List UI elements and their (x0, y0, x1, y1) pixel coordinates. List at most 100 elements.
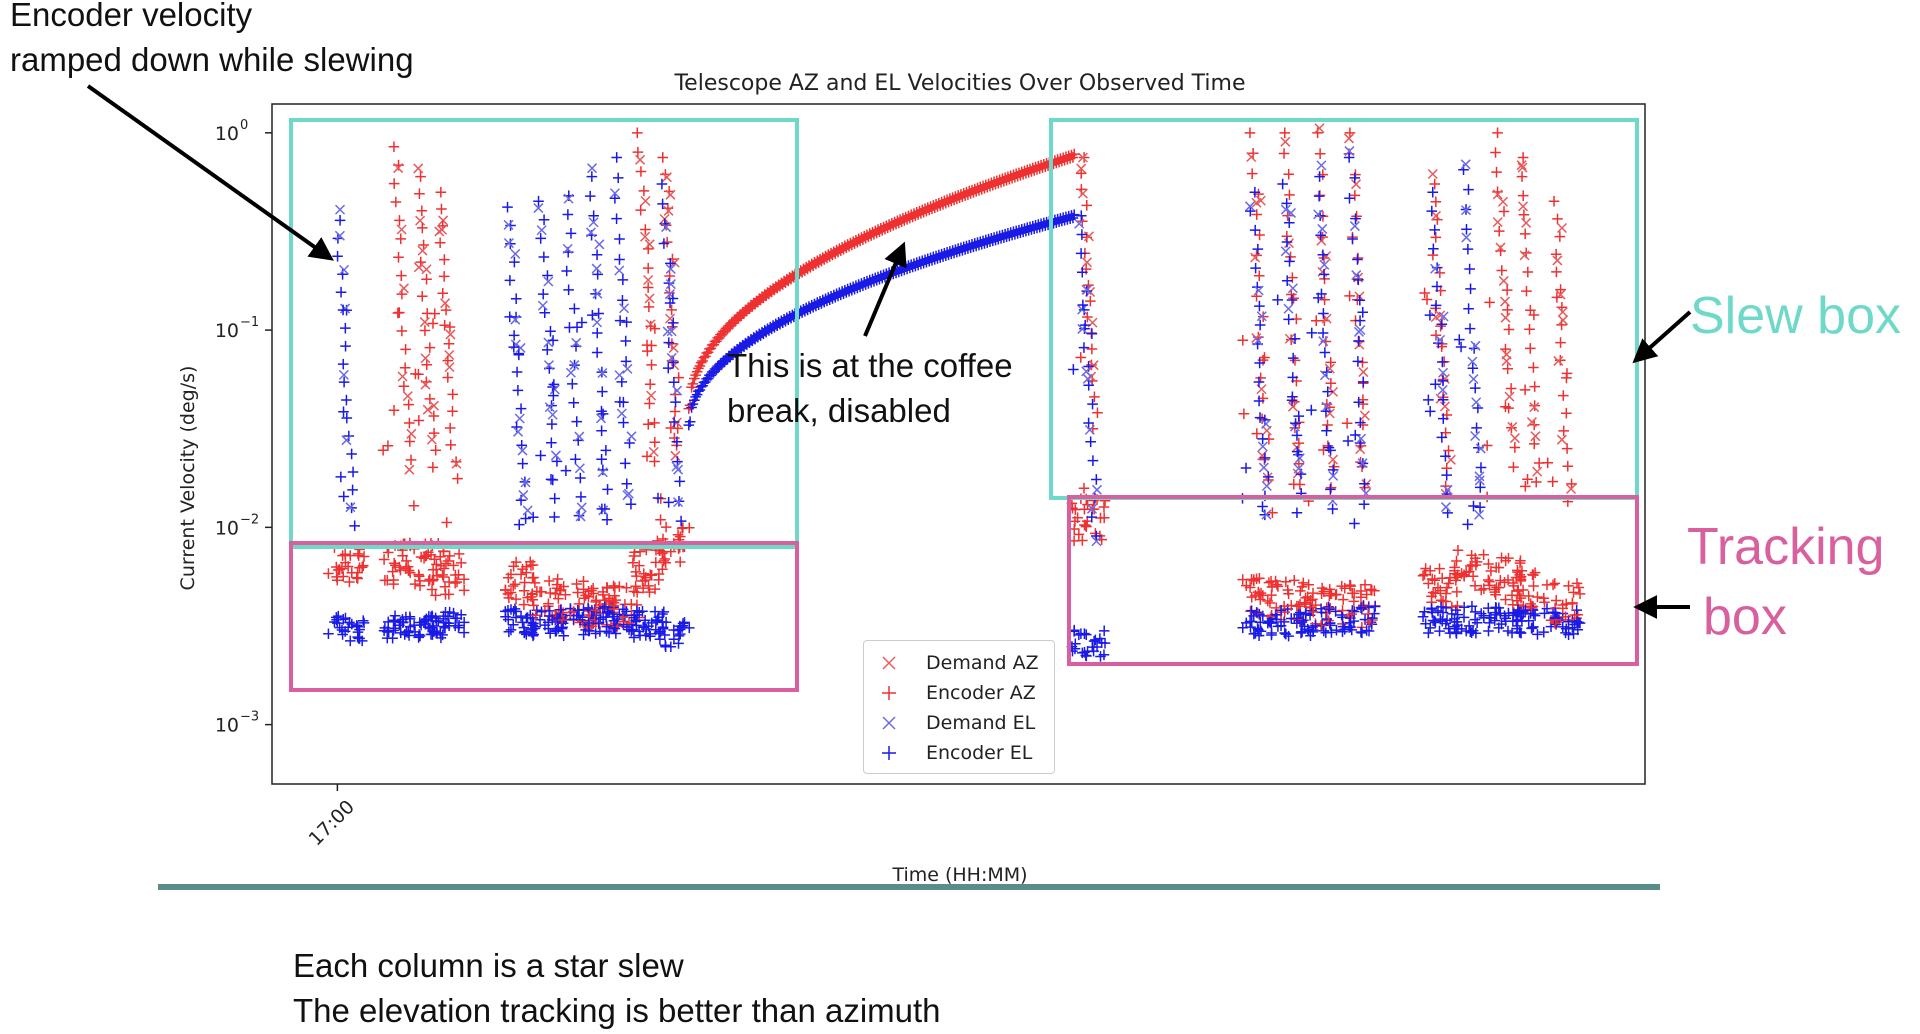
data-point-x (1084, 424, 1095, 435)
data-point-plus (1277, 178, 1288, 190)
data-point-plus (434, 237, 446, 249)
data-point-plus (427, 564, 439, 575)
data-point-x (1083, 231, 1094, 242)
data-point-plus (442, 610, 454, 622)
data-point-plus (1278, 148, 1290, 159)
data-point-plus (395, 233, 407, 245)
data-point-x (1504, 391, 1515, 402)
plus-marker-icon (882, 746, 896, 760)
data-point-plus (427, 462, 439, 473)
data-point-x (609, 188, 620, 199)
data-point-plus (428, 620, 439, 632)
data-point-plus (1085, 436, 1096, 448)
data-point-plus (1356, 627, 1368, 639)
data-point-plus (1558, 425, 1569, 437)
data-point-plus (1484, 580, 1495, 591)
data-point-plus (1327, 503, 1338, 515)
data-point-x (626, 431, 637, 442)
data-point-plus (1474, 501, 1486, 513)
data-point-x (503, 219, 514, 230)
data-point-plus (513, 349, 525, 361)
data-point-plus (1561, 368, 1573, 379)
data-point-plus (1474, 482, 1486, 493)
data-point-plus (450, 456, 462, 468)
data-point-plus (1509, 442, 1521, 453)
data-point-x (668, 342, 679, 353)
data-point-plus (1302, 591, 1314, 603)
data-point-plus (1285, 251, 1296, 263)
data-point-x (1495, 242, 1506, 253)
data-point-x (1471, 397, 1482, 408)
data-point-plus (649, 323, 661, 334)
data-point-plus (1283, 630, 1294, 642)
data-point-x (544, 402, 555, 413)
data-point-plus (1307, 606, 1319, 618)
data-point-plus (519, 626, 530, 637)
data-point-x (510, 248, 521, 259)
coffee-note-line: break, disabled (727, 392, 951, 429)
data-point-plus (1079, 319, 1091, 331)
data-point-plus (1324, 617, 1336, 629)
data-point-plus (1526, 602, 1537, 613)
data-point-plus (1259, 509, 1271, 521)
data-point-plus (1283, 168, 1294, 180)
data-point-x (1086, 503, 1098, 514)
data-point-plus (1538, 592, 1550, 604)
data-point-plus (1555, 284, 1566, 295)
data-point-plus (347, 466, 359, 478)
data-point-plus (1319, 294, 1330, 306)
data-point-plus (674, 556, 686, 568)
data-point-plus (455, 557, 467, 569)
data-point-x (588, 217, 599, 228)
data-point-plus (614, 315, 626, 326)
data-point-plus (1508, 461, 1519, 473)
data-point-x (1261, 418, 1272, 429)
data-point-plus (659, 218, 671, 229)
data-point-x (592, 317, 603, 328)
data-point-x (514, 413, 525, 424)
data-point-plus (1512, 565, 1523, 576)
data-point-plus (1435, 320, 1446, 332)
data-point-plus (635, 204, 646, 216)
data-point-plus (1419, 606, 1430, 618)
data-point-plus (1441, 582, 1453, 593)
data-point-plus (414, 617, 426, 628)
data-point-x (549, 384, 560, 395)
data-point-x (1460, 205, 1472, 216)
tracking-box (289, 541, 799, 692)
data-point-plus (343, 430, 355, 442)
data-point-plus (438, 571, 449, 583)
data-point-plus (655, 514, 666, 526)
legend-item-encoder-el: Encoder EL (864, 739, 1054, 769)
data-point-plus (444, 550, 455, 562)
data-point-plus (673, 638, 684, 649)
data-point-plus (1467, 625, 1479, 636)
data-point-plus (1237, 574, 1249, 585)
data-point-plus (438, 271, 450, 282)
data-point-plus (575, 472, 586, 484)
data-point-plus (1287, 352, 1299, 364)
data-point-x (665, 263, 676, 274)
data-point-plus (444, 321, 456, 333)
data-point-plus (1549, 607, 1561, 618)
data-point-plus (1491, 582, 1502, 593)
data-point-plus (437, 629, 448, 641)
data-point-plus (1330, 606, 1341, 617)
data-point-plus (1267, 507, 1278, 519)
data-point-plus (1075, 352, 1087, 363)
data-point-plus (1086, 343, 1098, 355)
data-point-x (1077, 188, 1088, 199)
data-point-plus (335, 286, 347, 298)
data-point-plus (1324, 590, 1335, 602)
slew-box (289, 118, 799, 549)
data-point-plus (1087, 455, 1099, 466)
data-point-plus (1538, 626, 1550, 638)
y-tick-label: 10 (215, 320, 239, 342)
data-point-plus (1462, 519, 1473, 530)
data-point-plus (1430, 378, 1441, 390)
data-point-plus (515, 610, 527, 622)
data-point-x (665, 279, 676, 290)
data-point-x (1468, 373, 1479, 385)
data-point-plus (690, 391, 701, 403)
